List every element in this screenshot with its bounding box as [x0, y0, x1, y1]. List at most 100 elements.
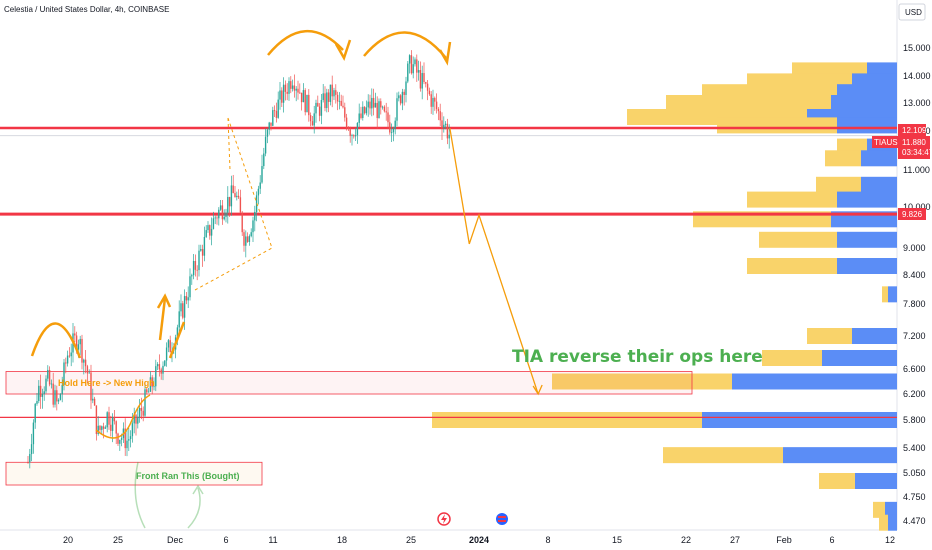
candle-body — [259, 182, 261, 189]
x-tick-label: 18 — [337, 535, 347, 545]
candle-body — [137, 416, 139, 424]
candle-body — [120, 438, 123, 440]
candle-body — [318, 106, 321, 116]
candle-body — [385, 111, 387, 113]
candle-body — [196, 269, 198, 271]
candle-body — [408, 55, 411, 64]
candle-body — [216, 217, 218, 219]
candle-body — [38, 385, 40, 402]
candle-body — [92, 398, 94, 401]
x-tick-label: 2024 — [469, 535, 489, 545]
vp-down-bar — [747, 191, 837, 208]
vp-down-bar — [879, 514, 888, 531]
top-arc-2-arrowhead — [438, 41, 452, 66]
x-tick-label: Dec — [167, 535, 184, 545]
candle-body — [50, 383, 53, 385]
candle-body — [147, 391, 150, 393]
chart-title: Celestia / United States Dollar, 4h, COI… — [4, 5, 169, 14]
candle-body — [434, 97, 436, 102]
x-tick-label: Feb — [776, 535, 792, 545]
candle-body — [257, 188, 260, 196]
candle-body — [333, 90, 335, 97]
candle-body — [198, 250, 200, 271]
candle-body — [317, 102, 319, 107]
candle-body — [59, 394, 62, 400]
candle-body — [340, 100, 342, 106]
candle-body — [439, 111, 441, 121]
candle-body — [353, 135, 355, 137]
svg-text:TIAUSD: TIAUSD — [874, 138, 904, 147]
candle-body — [167, 340, 170, 348]
projection-path — [449, 128, 539, 395]
candle-body — [189, 276, 191, 298]
candle-body — [52, 383, 54, 405]
wedge-lines — [194, 117, 273, 291]
candle-body — [299, 92, 301, 94]
candle-body — [428, 90, 431, 95]
candle-body — [185, 296, 188, 301]
candle-body — [248, 236, 251, 242]
candle-body — [133, 414, 135, 424]
candle-body — [329, 84, 332, 102]
vp-down-bar — [807, 328, 852, 344]
candle-body — [74, 333, 76, 336]
candle-body — [119, 439, 121, 444]
candle-body — [131, 423, 134, 437]
vp-down-bar — [666, 95, 831, 111]
candle-body — [63, 362, 65, 385]
candle-body — [111, 417, 114, 431]
lightning-icon[interactable] — [437, 512, 451, 526]
candle-body — [176, 327, 179, 338]
candle-body — [178, 311, 180, 328]
up-arrow-2 — [168, 321, 186, 359]
vp-down-bar — [819, 473, 855, 489]
candle-body — [390, 132, 393, 134]
candle-body — [45, 378, 47, 392]
candle-body — [99, 425, 101, 430]
candle-body — [398, 95, 400, 99]
candle-body — [187, 297, 189, 301]
candle-body — [41, 394, 44, 397]
candle-body — [151, 377, 153, 387]
time-axis: 20 25 Dec 6 11 18 25 2024 8 15 22 27 Feb 6 12 — [63, 535, 895, 545]
candle-body — [371, 97, 373, 109]
x-tick-label: 22 — [681, 535, 691, 545]
candle-body — [394, 120, 396, 129]
candle-body — [444, 123, 447, 125]
y-tick-label: 11.000 — [903, 165, 930, 175]
resistance-price-label: 12.109 — [898, 124, 927, 136]
candle-body — [209, 225, 211, 236]
vp-up-bar — [837, 231, 897, 248]
candle-body — [383, 106, 386, 112]
candle-body — [293, 85, 296, 91]
candle-body — [282, 84, 285, 103]
resistance-levels — [0, 126, 897, 418]
vp-down-bar — [663, 447, 783, 464]
candle-body — [421, 73, 423, 89]
candle-body — [218, 209, 220, 219]
candle-body — [335, 90, 337, 95]
top-arc-1 — [267, 29, 344, 56]
candle-body — [212, 218, 215, 229]
vp-down-bar — [873, 501, 885, 518]
candle-body — [290, 81, 292, 89]
currency-button[interactable]: USD — [898, 3, 926, 21]
candle-body — [272, 110, 274, 126]
candle-body — [389, 122, 391, 133]
y-tick-label: 5.800 — [903, 415, 926, 425]
candle-body — [297, 88, 299, 93]
candle-body — [200, 249, 202, 251]
candle-body — [113, 417, 116, 422]
candle-body — [48, 369, 51, 385]
candle-body — [158, 364, 161, 370]
candle-body — [156, 364, 159, 367]
candle-body — [27, 462, 29, 464]
flag-icon[interactable] — [496, 513, 508, 525]
vp-down-bar — [825, 150, 861, 167]
candle-body — [90, 372, 92, 401]
candle-body — [95, 405, 98, 435]
candle-body — [336, 94, 339, 102]
candle-body — [129, 436, 132, 440]
candle-body — [201, 249, 204, 256]
